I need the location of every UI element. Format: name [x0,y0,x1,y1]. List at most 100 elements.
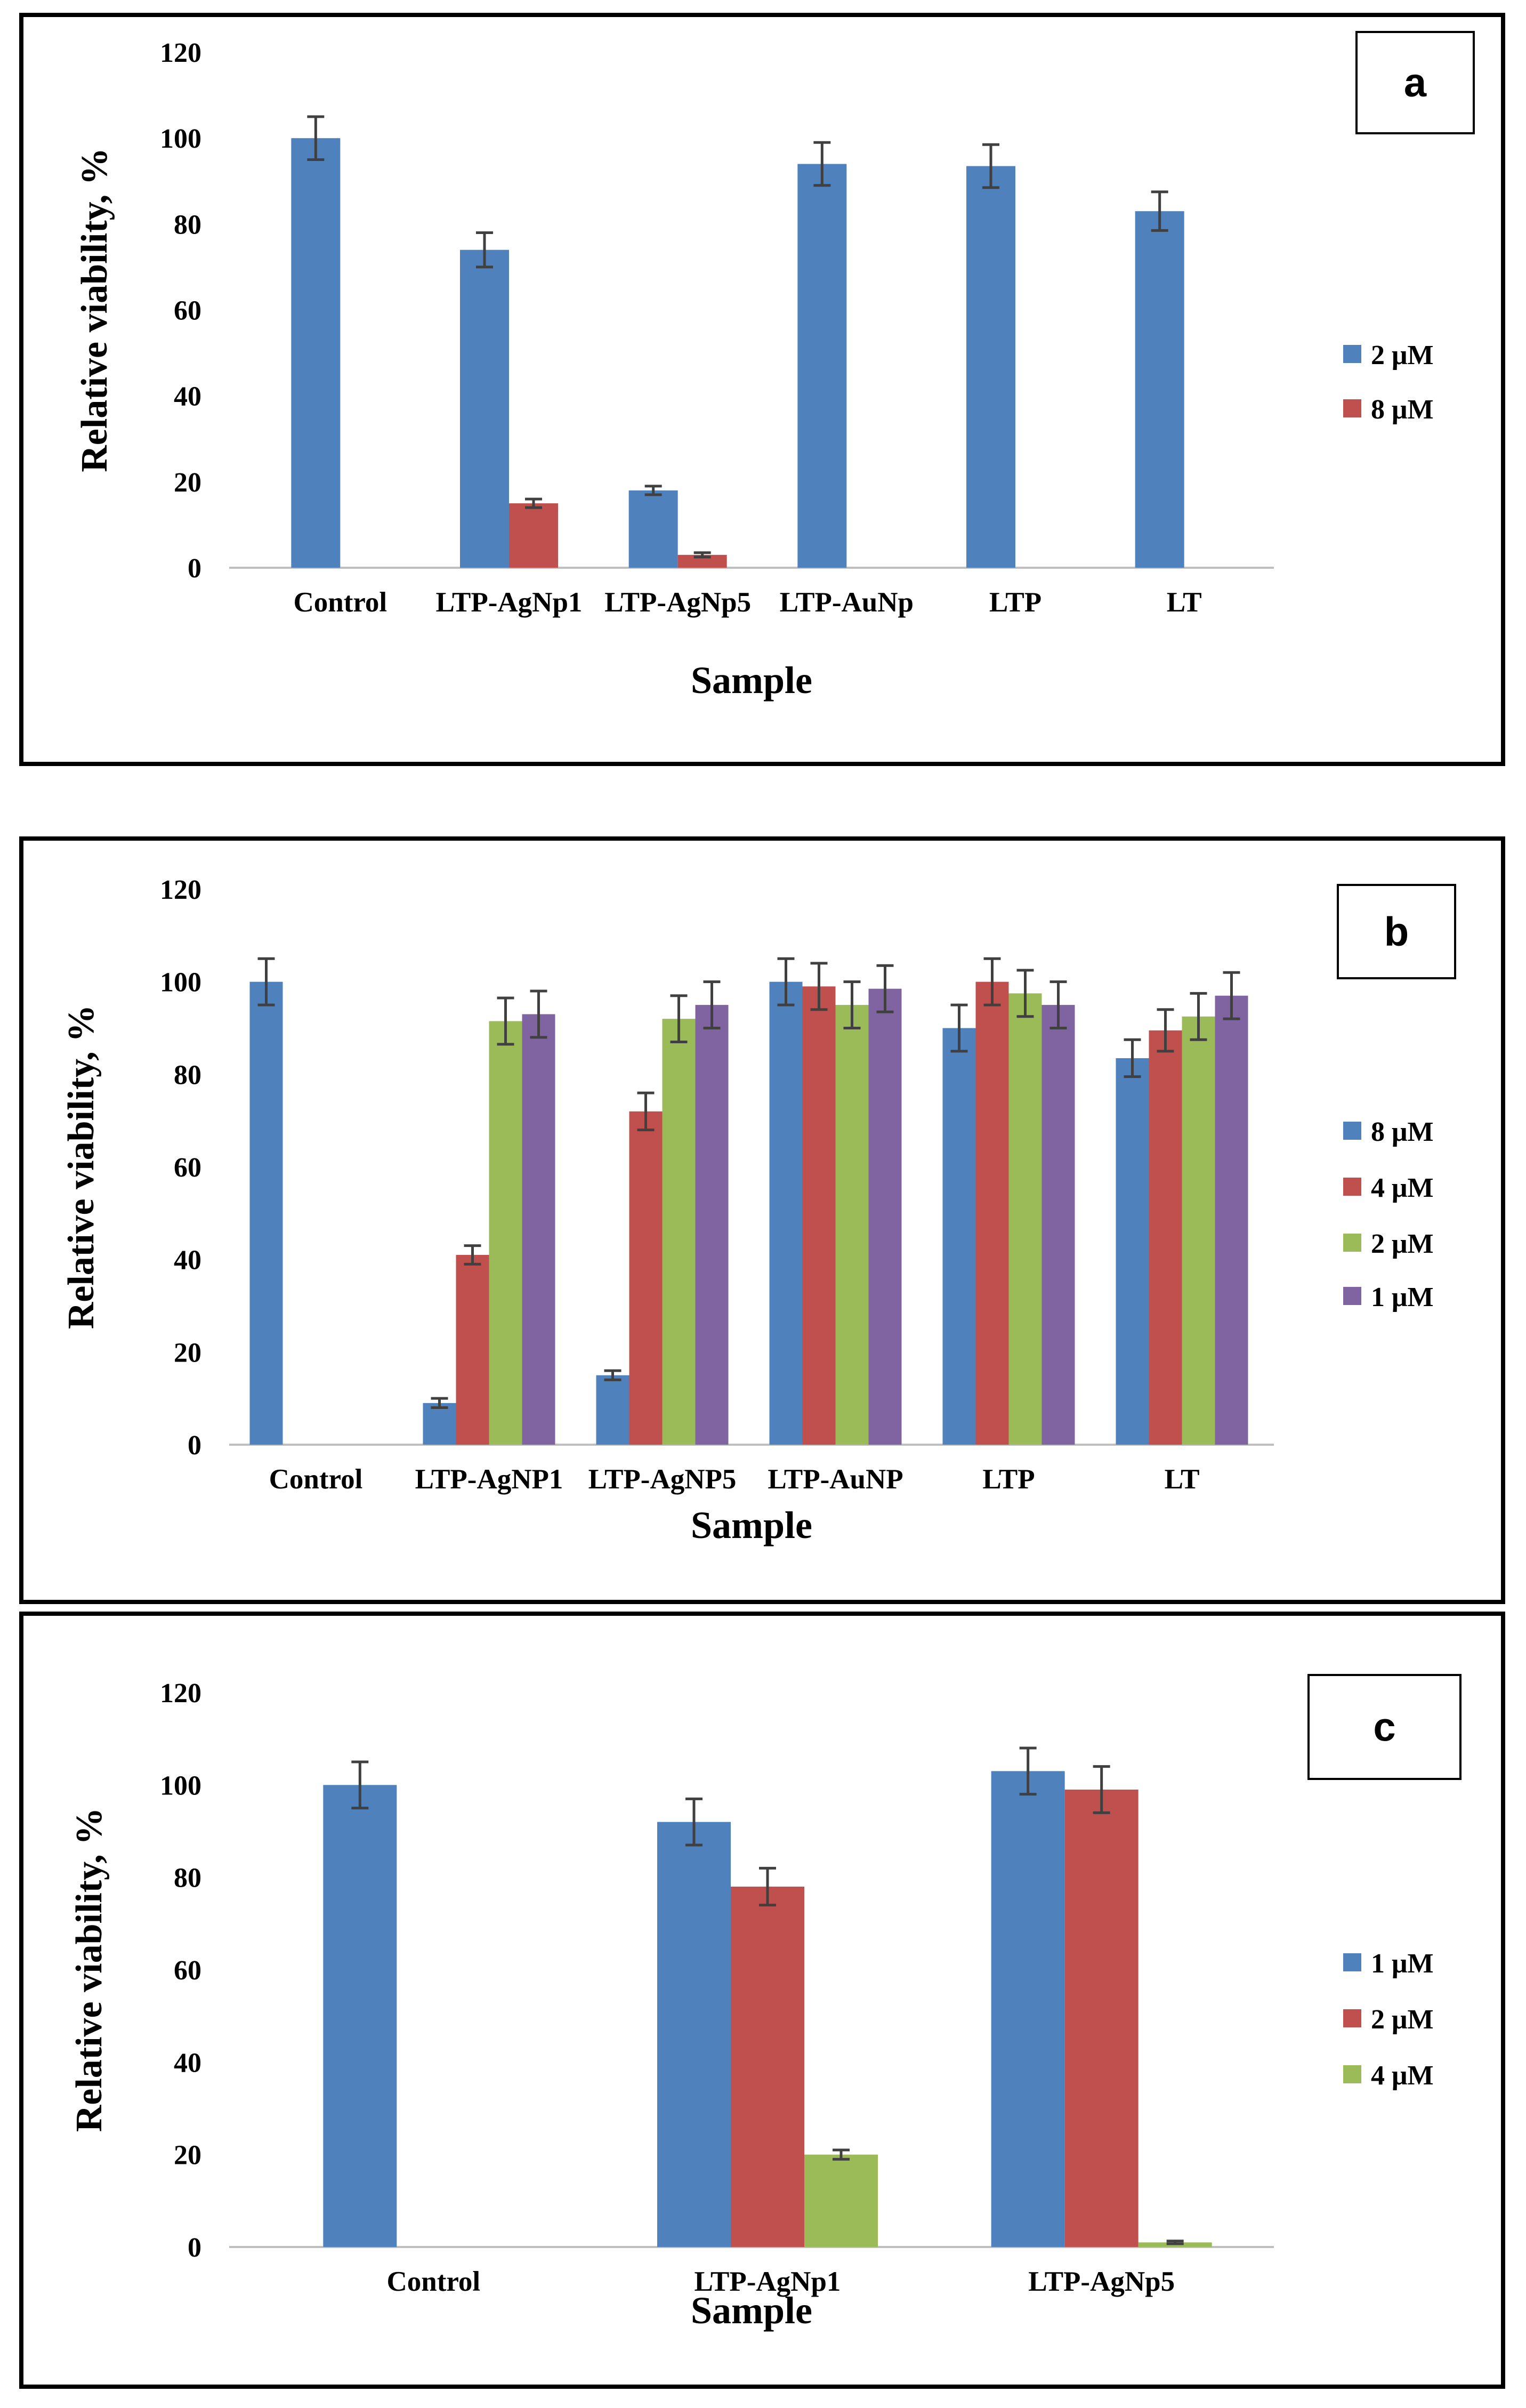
bar-LTP-AgNp5-2 μM [628,490,678,568]
bar-LTP-AgNp1-2 μM [460,249,509,568]
legend-swatch [1343,2065,1361,2083]
error-bar-LTP-AgNp5-4 μM [1166,2240,1184,2245]
y-tick-label-80: 80 [174,210,201,240]
y-tick-label-120: 120 [160,1678,201,1709]
error-bar-LTP-1 μM [1049,980,1067,1029]
bar-LTP-AgNP5-2 μM [662,1019,696,1445]
bar-LTP-1 μM [1041,1005,1075,1445]
x-tick-label-LTP-AuNp: LTP-AuNp [780,587,914,618]
y-tick-label-20: 20 [174,2140,201,2171]
y-axis-title: Relative viability, % [74,148,115,472]
bar-LTP-AgNP1-8 μM [423,1403,456,1445]
panel-label-box [1355,31,1475,134]
y-tick-label-120: 120 [160,875,201,905]
error-bar-LTP-AgNp5-1 μM [1019,1746,1037,1796]
y-axis-title: Relative viability, % [69,1808,110,2132]
error-bar-LTP-AuNP-4 μM [810,962,828,1011]
panel-label: a [1404,60,1427,106]
error-bar-LTP-AgNp5-2 μM [644,485,662,496]
error-bar-LTP-AgNp1-4 μM [833,2148,850,2161]
error-bar-LTP-AgNp1-8 μM [525,497,542,509]
bar-LTP-AuNP-2 μM [835,1005,869,1445]
error-bar-LTP-AgNp1-2 μM [759,1866,776,1907]
panel-frame [19,1612,1505,2389]
error-bar-LTP-AgNP1-1 μM [530,989,547,1039]
legend-label: 8 μM [1371,394,1434,425]
x-tick-label-LTP-AgNp1: LTP-AgNp1 [436,587,583,618]
legend-label: 1 μM [1371,1282,1434,1312]
y-tick-label-20: 20 [174,1338,201,1368]
error-bar-LT-2 μM [1151,190,1168,232]
bar-LTP-2 μM [1008,993,1042,1445]
legend-item-1 μM: 1 μM [1343,1948,1434,1979]
x-tick-label-LTP-AuNP: LTP-AuNP [768,1464,903,1495]
x-tick-label-Control: Control [293,587,387,618]
bar-Control-8 μM [249,981,283,1445]
x-tick-label-LT: LT [1165,1464,1200,1495]
error-bar-LTP-AgNP1-2 μM [497,996,514,1046]
error-bar-LTP-AgNp5-2 μM [1093,1765,1110,1814]
error-bar-LTP-AgNp5-8 μM [693,551,711,559]
x-axis-title: Sample [691,2289,812,2332]
x-tick-label-Control: Control [386,2266,480,2297]
x-tick-label-LTP-AgNp5: LTP-AgNp5 [1028,2266,1175,2297]
legend-swatch [1343,1953,1361,1971]
x-tick-label-LT: LT [1167,587,1202,618]
legend-item-8 μM: 8 μM [1343,394,1434,425]
y-tick-label-0: 0 [188,2233,201,2263]
bar-LTP-AuNP-8 μM [769,981,803,1445]
bar-LT-8 μM [1116,1058,1149,1445]
legend-swatch [1343,399,1361,417]
legend-item-4 μM: 4 μM [1343,1173,1434,1203]
bar-LT-2 μM [1182,1016,1215,1445]
legend-label: 1 μM [1371,1948,1434,1979]
y-tick-label-80: 80 [174,1863,201,1894]
legend-label: 2 μM [1371,2004,1434,2035]
panel-label: b [1384,909,1409,955]
x-tick-label-LTP-AgNp1: LTP-AgNp1 [695,2266,841,2297]
error-bar-LTP-AgNP1-8 μM [431,1397,448,1410]
legend-swatch [1343,1287,1361,1305]
error-bar-LTP-AgNP1-4 μM [464,1244,481,1266]
error-bar-LTP-2 μM [982,143,999,189]
bar-LTP-AgNP1-1 μM [522,1014,555,1445]
y-tick-label-40: 40 [174,382,201,412]
y-tick-label-120: 120 [160,38,201,68]
bar-LTP-2 μM [966,166,1015,568]
error-bar-LTP-AgNp1-2 μM [476,231,493,269]
bar-LTP-AuNP-1 μM [868,988,902,1445]
x-tick-label-LTP-AgNP5: LTP-AgNP5 [588,1464,737,1495]
y-tick-label-100: 100 [160,968,201,998]
error-bar-LTP-2 μM [1016,969,1034,1018]
legend-swatch [1343,1234,1361,1252]
panel-label: c [1373,1705,1395,1750]
error-bar-LTP-AgNP5-1 μM [703,980,721,1029]
y-tick-label-60: 60 [174,296,201,326]
bar-LTP-AgNp5-1 μM [991,1771,1065,2247]
error-bar-Control-2 μM [307,115,325,161]
y-tick-label-0: 0 [188,1430,201,1461]
error-bar-LTP-AuNp-2 μM [813,141,831,187]
y-tick-label-40: 40 [174,2048,201,2078]
bar-Control-1 μM [323,1785,397,2247]
y-tick-label-60: 60 [174,1153,201,1183]
bar-LTP-8 μM [942,1028,976,1445]
legend-swatch [1343,2009,1361,2027]
legend-label: 4 μM [1371,2060,1434,2091]
legend-label: 8 μM [1371,1117,1434,1147]
legend-swatch [1343,1178,1361,1196]
bar-LTP-AgNp1-2 μM [731,1887,804,2247]
bar-LTP-AgNp1-4 μM [804,2154,878,2247]
error-bar-LTP-AgNP5-4 μM [637,1091,655,1132]
y-tick-label-0: 0 [188,553,201,584]
x-tick-label-LTP: LTP [989,587,1041,618]
legend-item-8 μM: 8 μM [1343,1117,1434,1147]
bar-LT-4 μM [1149,1030,1182,1445]
error-bar-LT-1 μM [1223,971,1240,1020]
error-bar-LTP-AuNP-2 μM [843,980,861,1029]
legend-item-2 μM: 2 μM [1343,2004,1434,2035]
legend-label: 2 μM [1371,340,1434,371]
legend-swatch [1343,1122,1361,1140]
bar-LTP-AgNP5-8 μM [596,1375,629,1445]
